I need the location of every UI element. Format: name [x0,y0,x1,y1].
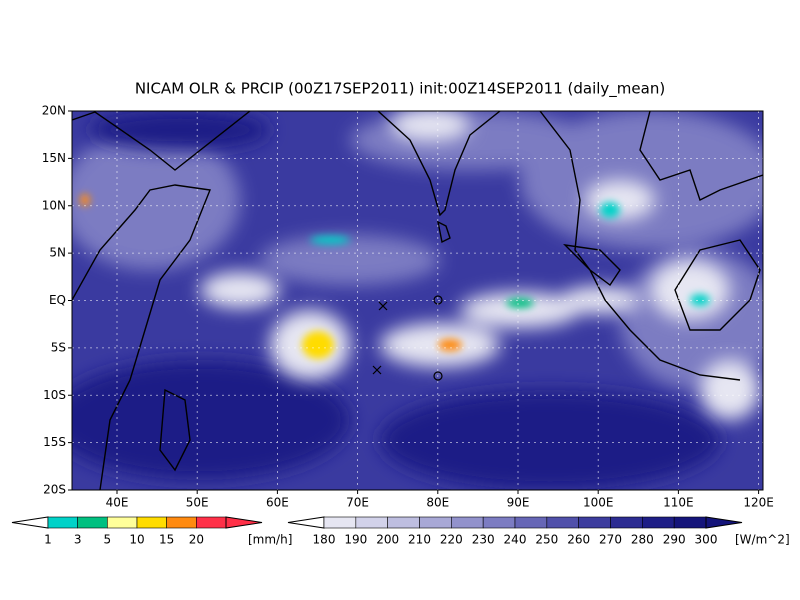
colorbar-box [673,516,707,529]
colorbar-unit: [mm/h] [248,533,292,547]
colorbar-label: 300 [695,533,718,547]
lat-tick-label: 20S [43,483,66,497]
colorbar-unit: [W/m^2] [735,533,790,547]
colorbar-label: 260 [567,533,590,547]
lon-tick-label: 110E [663,496,694,510]
lon-tick-label: 120E [743,496,774,510]
colorbar-label: 5 [104,533,112,547]
colorbar-label: 1 [44,533,52,547]
colorbar-label: 190 [344,533,367,547]
lat-tick-label: 10S [43,388,66,402]
colorbar-box [451,516,484,529]
map-title: NICAM OLR & PRCIP (00Z17SEP2011) init:00… [135,80,665,99]
colorbar-label: 280 [631,533,654,547]
colorbar-end [705,516,743,529]
lat-tick-label: 15S [43,435,66,449]
colorbar-label: 15 [159,533,174,547]
map-field [72,111,763,490]
colorbar-box [642,516,675,529]
colorbar-box [387,516,420,529]
lon-tick-label: 40E [106,496,129,510]
lat-tick-label: 5S [51,340,66,354]
lon-tick-label: 50E [186,496,209,510]
lon-tick-label: 80E [426,496,449,510]
colorbar-box [47,516,78,529]
colorbar-box [419,516,452,529]
colorbar-label: 240 [504,533,527,547]
colorbar-end [225,516,263,529]
colorbar-box [196,516,227,529]
colorbar-end [287,516,325,529]
lon-tick-label: 70E [346,496,369,510]
lat-tick-label: 10N [42,198,66,212]
colorbar-box [578,516,611,529]
colorbar-box [136,516,167,529]
colorbar-box [610,516,643,529]
colorbar-box [546,516,579,529]
lat-tick-label: 5N [49,246,66,260]
lat-tick-label: EQ [49,293,66,307]
colorbar-label: 210 [408,533,431,547]
colorbar-box [514,516,548,529]
lon-tick-label: 90E [507,496,530,510]
colorbar-label: 270 [599,533,622,547]
colorbar-label: 250 [535,533,558,547]
colorbar-box [323,516,357,529]
lon-tick-label: 100E [583,496,614,510]
colorbar-label: 290 [663,533,686,547]
lon-tick-label: 60E [266,496,289,510]
colorbar-label: 20 [189,533,204,547]
colorbar-box [166,516,197,529]
lat-tick-label: 20N [42,104,66,118]
colorbar-end [11,516,49,529]
colorbar-label: 220 [440,533,463,547]
colorbar-label: 200 [376,533,399,547]
colorbar-box [77,516,108,529]
colorbar-label: 230 [472,533,495,547]
colorbar-label: 10 [129,533,144,547]
colorbar-box [482,516,516,529]
colorbar-label: 3 [74,533,82,547]
lat-tick-label: 15N [42,151,66,165]
colorbar-box [355,516,388,529]
colorbar-box [107,516,138,529]
colorbar-label: 180 [313,533,336,547]
